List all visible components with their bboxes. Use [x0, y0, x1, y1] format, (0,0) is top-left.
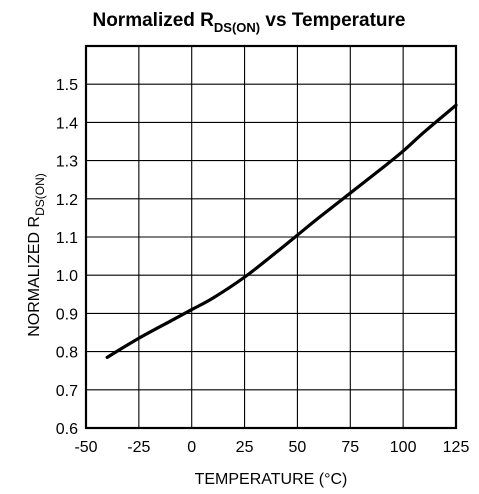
- y-axis-label-main: NORMALIZED R: [26, 216, 43, 337]
- y-tick-label: 1.0: [56, 268, 78, 285]
- x-tick-label: 100: [390, 439, 417, 456]
- y-tick-label: 1.3: [56, 154, 78, 171]
- y-tick-label: 0.7: [56, 383, 78, 400]
- x-axis-label: TEMPERATURE (°C): [195, 471, 348, 488]
- chart-title-rest: vs Temperature: [260, 10, 405, 31]
- y-tick-label: 1.2: [56, 192, 78, 209]
- series-line: [105, 103, 458, 359]
- x-tick-label: 50: [289, 439, 307, 456]
- chart-title: Normalized RDS(ON) vs Temperature: [92, 10, 405, 35]
- y-tick-label: 1.4: [56, 115, 78, 132]
- plot-frame: [84, 44, 458, 430]
- x-tick-label: 75: [341, 439, 359, 456]
- y-tick-label: 0.8: [56, 345, 78, 362]
- y-tick-label: 0.6: [56, 421, 78, 438]
- grid-lines: [86, 46, 456, 428]
- y-tick-label: 1.1: [56, 230, 78, 247]
- y-tick-label: 0.9: [56, 306, 78, 323]
- y-tick-labels: 0.6 0.7 0.8 0.9 1.0 1.1 1.2 1.3 1.4 1.5: [56, 77, 78, 438]
- y-tick-label: 1.5: [56, 77, 78, 94]
- x-tick-label: 125: [443, 439, 470, 456]
- x-tick-label: -25: [127, 439, 150, 456]
- y-axis-label-subscript: DS(ON): [33, 173, 47, 216]
- chart-title-main: Normalized R: [92, 10, 214, 31]
- x-tick-label: -50: [74, 439, 97, 456]
- chart-title-subscript: DS(ON): [214, 20, 260, 35]
- x-tick-label: 25: [236, 439, 254, 456]
- x-tick-label: 0: [187, 439, 196, 456]
- x-tick-labels: -50 -25 0 25 50 75 100 125: [74, 439, 469, 456]
- y-axis-label: NORMALIZED RDS(ON): [26, 173, 47, 337]
